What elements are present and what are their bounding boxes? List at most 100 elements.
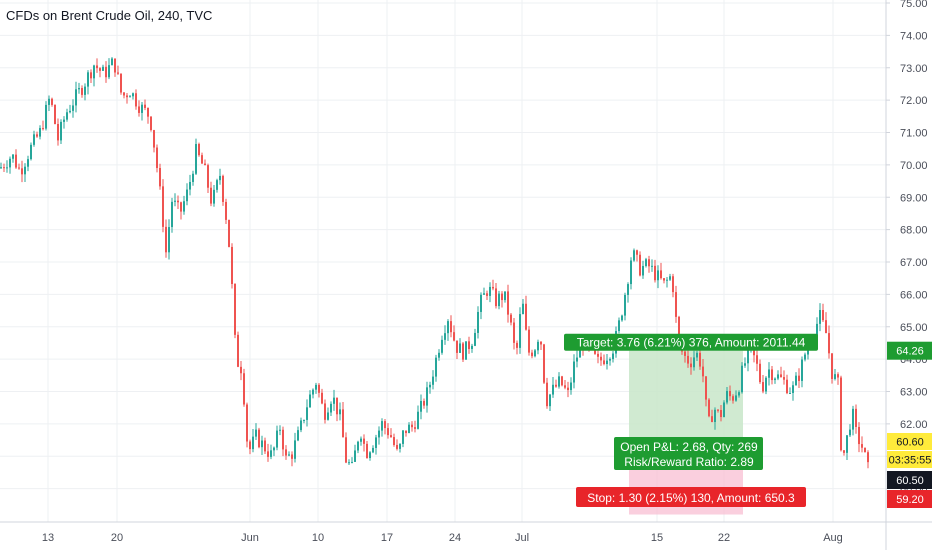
candle-down: [597, 353, 599, 357]
candle-up: [645, 259, 647, 266]
candle-down: [390, 435, 392, 438]
candle-up: [357, 441, 359, 451]
y-tick-label: 69.00: [900, 192, 928, 204]
candle-up: [33, 134, 35, 145]
candle-up: [789, 392, 791, 394]
entry-price-label-box: [887, 341, 932, 360]
x-tick-label: 17: [381, 532, 393, 544]
candle-up: [726, 390, 728, 403]
candle-up: [372, 447, 374, 453]
candle-up: [606, 360, 608, 365]
candle-down: [831, 353, 833, 379]
candle-down: [99, 68, 101, 71]
candle-up: [741, 365, 743, 393]
candle-down: [864, 447, 866, 453]
candle-down: [594, 348, 596, 354]
candle-down: [675, 292, 677, 317]
candle-down: [3, 167, 5, 169]
entry-price-label: 64.26: [896, 346, 924, 358]
candle-down: [336, 397, 338, 415]
labels: Target: 3.76 (6.21%) 376, Amount: 2011.4…: [564, 333, 932, 508]
candle-up: [723, 402, 725, 418]
candle-up: [0, 167, 2, 169]
candle-down: [867, 452, 869, 463]
x-tick-label: 24: [449, 532, 461, 544]
candle-down: [405, 430, 407, 434]
candle-down: [513, 322, 515, 343]
candle-up: [696, 352, 698, 358]
candle-down: [495, 288, 497, 307]
candle-down: [18, 167, 20, 169]
candle-down: [780, 374, 782, 378]
candle-down: [648, 259, 650, 267]
candle-up: [75, 89, 77, 106]
candle-up: [315, 384, 317, 390]
candle-down: [756, 355, 758, 364]
candle-down: [201, 155, 203, 164]
candle-down: [786, 379, 788, 394]
candle-up: [6, 167, 8, 169]
candle-up: [66, 112, 68, 120]
candle-down: [96, 65, 98, 69]
candle-down: [822, 309, 824, 321]
candle-down: [204, 163, 206, 166]
y-tick-label: 71.00: [900, 128, 928, 140]
candle-down: [690, 363, 692, 368]
candle-down: [225, 201, 227, 220]
candle-down: [468, 341, 470, 349]
candle-down: [708, 399, 710, 417]
candle-down: [363, 438, 365, 444]
candle-up: [402, 430, 404, 444]
candle-down: [861, 444, 863, 448]
candle-down: [150, 116, 152, 131]
y-tick-label: 67.00: [900, 257, 928, 269]
candle-up: [669, 276, 671, 280]
candle-down: [771, 369, 773, 381]
candle-up: [30, 144, 32, 160]
candle-down: [729, 390, 731, 397]
candle-down: [486, 293, 488, 296]
y-tick-label: 70.00: [900, 160, 928, 172]
candle-up: [186, 189, 188, 202]
candle-up: [276, 430, 278, 448]
candle-down: [345, 437, 347, 463]
candle-up: [270, 450, 272, 457]
y-tick-label: 74.00: [900, 30, 928, 42]
y-tick-label: 65.00: [900, 322, 928, 334]
x-tick-label: 10: [312, 532, 324, 544]
candle-down: [54, 104, 56, 124]
candle-down: [246, 404, 248, 442]
candle-up: [426, 387, 428, 406]
candle-down: [720, 410, 722, 418]
candle-down: [267, 451, 269, 457]
candle-up: [111, 58, 113, 66]
candle-down: [414, 427, 416, 429]
candle-down: [144, 104, 146, 108]
candle-down: [678, 316, 680, 342]
candle-down: [318, 384, 320, 393]
candle-up: [219, 175, 221, 181]
candle-down: [456, 340, 458, 353]
candle-up: [624, 294, 626, 316]
stop-price-label-box: [887, 490, 932, 508]
candle-down: [180, 202, 182, 212]
candle-down: [567, 387, 569, 391]
candle-down: [198, 143, 200, 156]
candle-down: [324, 403, 326, 420]
candle-up: [477, 311, 479, 333]
candle-up: [132, 93, 134, 97]
x-tick-label: Jul: [515, 532, 529, 544]
candle-down: [117, 72, 119, 74]
candle-up: [303, 419, 305, 421]
candle-up: [819, 309, 821, 324]
candle-down: [699, 352, 701, 367]
candle-up: [441, 339, 443, 353]
candle-down: [207, 165, 209, 188]
y-tick-label: 75.00: [900, 0, 928, 10]
candle-up: [534, 350, 536, 357]
candle-up: [693, 357, 695, 368]
candle-up: [651, 265, 653, 267]
candle-up: [312, 389, 314, 395]
